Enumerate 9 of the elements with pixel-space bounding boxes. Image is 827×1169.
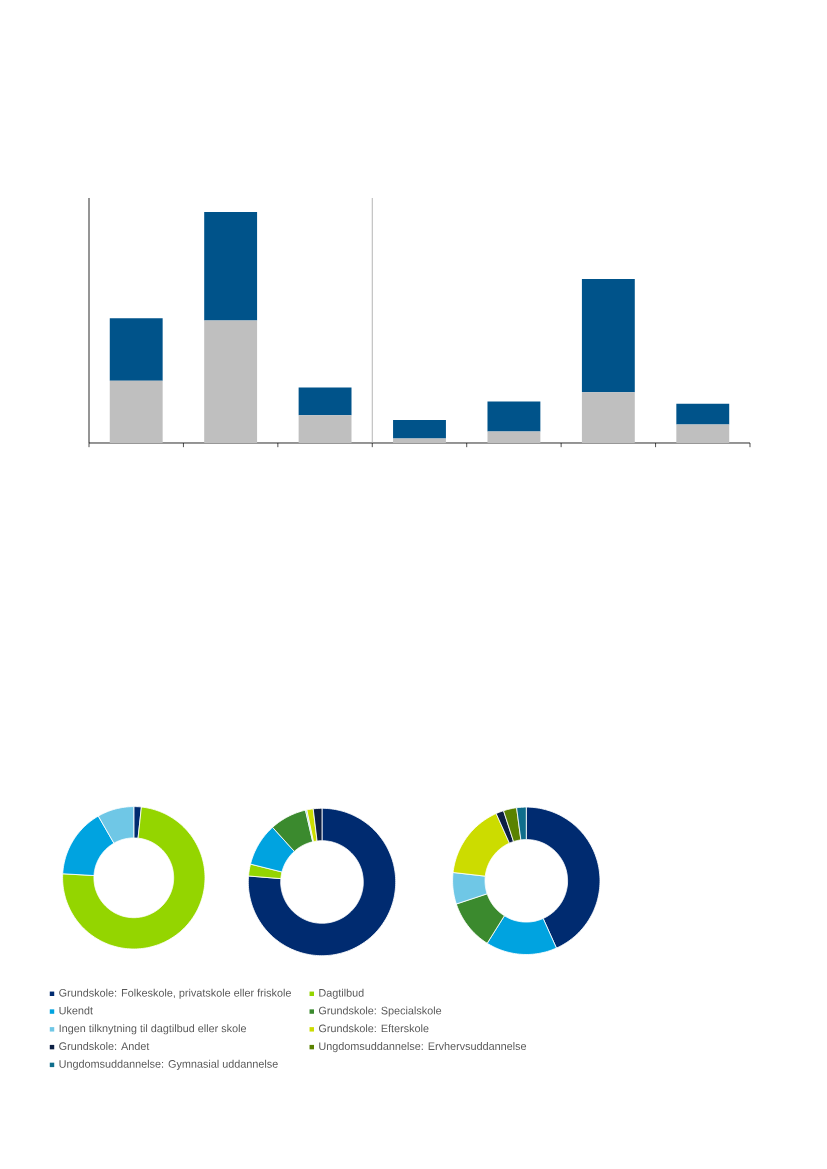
legend-label: Grundskole: Efterskole (318, 1024, 429, 1033)
legend-label: Ungdomsuddannelse: Gymnasial uddannelse (59, 1059, 278, 1070)
legend-label: Grundskole: Specialskole (318, 1006, 442, 1017)
legend-label: Ungdomsuddannelse: Ervhervsuddannelse (319, 1042, 527, 1053)
legend-label: Dagtilbud (319, 988, 364, 999)
legend-label: Grundskole: Folkeskole, privatskole eller friskole (59, 988, 291, 999)
legend-label: Ukendt (59, 1006, 93, 1015)
legend-label: Ingen tilknytning til dagtilbud eller skole (59, 1024, 247, 1035)
legend-label: Grundskole: Andet (59, 1042, 150, 1050)
